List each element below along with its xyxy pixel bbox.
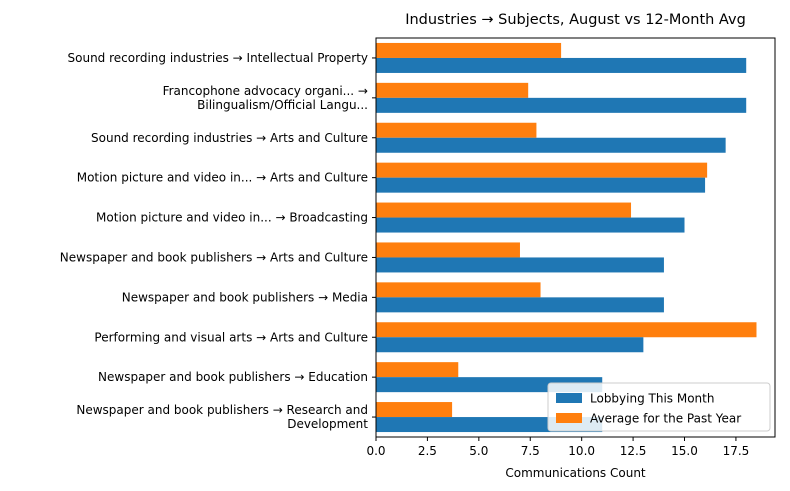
x-tick-label: 17.5 bbox=[723, 444, 750, 458]
bar-average-past-year bbox=[376, 282, 541, 298]
y-tick-label: Development bbox=[287, 417, 368, 431]
y-tick-label: Newspaper and book publishers → Educatio… bbox=[98, 370, 368, 384]
bar-average-past-year bbox=[376, 82, 529, 98]
bar-lobbying-this-month bbox=[376, 57, 747, 73]
bar-lobbying-this-month bbox=[376, 417, 603, 433]
y-tick-label: Motion picture and video in... → Broadca… bbox=[96, 211, 368, 225]
bar-average-past-year bbox=[376, 162, 708, 178]
bar-lobbying-this-month bbox=[376, 177, 706, 193]
y-tick-label: Newspaper and book publishers → Media bbox=[122, 290, 368, 304]
y-tick-label: Newspaper and book publishers → Arts and… bbox=[60, 250, 368, 264]
x-axis-label: Communications Count bbox=[505, 466, 646, 480]
x-tick-label: 10.0 bbox=[568, 444, 595, 458]
legend-label: Lobbying This Month bbox=[590, 392, 714, 406]
bar-lobbying-this-month bbox=[376, 337, 644, 353]
bar-average-past-year bbox=[376, 322, 757, 338]
bar-average-past-year bbox=[376, 202, 632, 218]
bar-lobbying-this-month bbox=[376, 377, 603, 393]
x-tick-label: 7.5 bbox=[521, 444, 540, 458]
bar-average-past-year bbox=[376, 42, 562, 58]
y-tick-label: Sound recording industries → Arts and Cu… bbox=[91, 131, 368, 145]
y-tick-label: Motion picture and video in... → Arts an… bbox=[77, 171, 368, 185]
bars-layer bbox=[376, 42, 757, 433]
legend-box bbox=[547, 382, 771, 432]
bar-average-past-year bbox=[376, 362, 459, 378]
y-tick-label: Newspaper and book publishers → Research… bbox=[76, 403, 368, 417]
plot-frame bbox=[375, 37, 776, 438]
bar-average-past-year bbox=[376, 242, 520, 258]
legend-swatch bbox=[556, 393, 582, 403]
y-tick-label: Bilingualism/Official Langu... bbox=[197, 98, 368, 112]
y-axis: Sound recording industries → Intellectua… bbox=[60, 51, 376, 431]
legend: Lobbying This Month Average for the Past … bbox=[547, 382, 771, 432]
x-tick-label: 15.0 bbox=[671, 444, 698, 458]
bar-lobbying-this-month bbox=[376, 97, 747, 113]
bar-lobbying-this-month bbox=[376, 257, 664, 273]
bar-lobbying-this-month bbox=[376, 297, 664, 313]
x-axis: 0.0 2.5 5.0 7.5 10.0 12.5 15.0 17.5 bbox=[366, 437, 749, 458]
chart-title: Industries → Subjects, August vs 12-Mont… bbox=[405, 12, 746, 28]
y-tick-label: Francophone advocacy organi... → bbox=[163, 84, 368, 98]
bar-lobbying-this-month bbox=[376, 217, 685, 233]
bar-average-past-year bbox=[376, 402, 453, 418]
y-tick-label: Sound recording industries → Intellectua… bbox=[68, 51, 368, 65]
x-tick-label: 12.5 bbox=[620, 444, 647, 458]
bar-lobbying-this-month bbox=[376, 137, 726, 153]
bar-average-past-year bbox=[376, 122, 537, 138]
x-tick-label: 5.0 bbox=[469, 444, 488, 458]
x-tick-label: 0.0 bbox=[366, 444, 385, 458]
x-tick-label: 2.5 bbox=[418, 444, 437, 458]
legend-swatch bbox=[556, 413, 582, 423]
legend-label: Average for the Past Year bbox=[590, 412, 741, 426]
y-tick-label: Performing and visual arts → Arts and Cu… bbox=[94, 330, 368, 344]
